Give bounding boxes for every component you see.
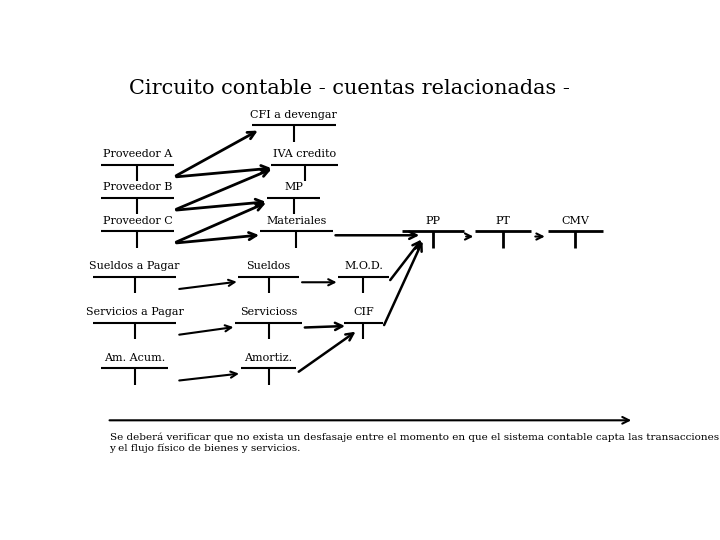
Text: Se deberá verificar que no exista un desfasaje entre el momento en que el sistem: Se deberá verificar que no exista un des… (109, 433, 719, 453)
Text: Circuito contable - cuentas relacionadas -: Circuito contable - cuentas relacionadas… (129, 79, 570, 98)
Text: MP: MP (284, 183, 303, 192)
Text: Proveedor B: Proveedor B (103, 183, 172, 192)
Text: Proveedor C: Proveedor C (102, 215, 172, 226)
Text: CMV: CMV (562, 215, 590, 226)
Text: PP: PP (426, 215, 441, 226)
Text: CIF: CIF (353, 307, 374, 317)
Text: Sueldos a Pagar: Sueldos a Pagar (89, 261, 180, 272)
Text: M.O.D.: M.O.D. (344, 261, 383, 272)
Text: Sueldos: Sueldos (246, 261, 291, 272)
Text: Amortiz.: Amortiz. (245, 353, 292, 363)
Text: Am. Acum.: Am. Acum. (104, 353, 166, 363)
Text: Materiales: Materiales (266, 215, 327, 226)
Text: IVA credito: IVA credito (274, 149, 336, 159)
Text: Proveedor A: Proveedor A (103, 149, 172, 159)
Text: PT: PT (495, 215, 510, 226)
Text: CFI a devengar: CFI a devengar (251, 110, 337, 120)
Text: Servicios a Pagar: Servicios a Pagar (86, 307, 184, 317)
Text: Servicioss: Servicioss (240, 307, 297, 317)
